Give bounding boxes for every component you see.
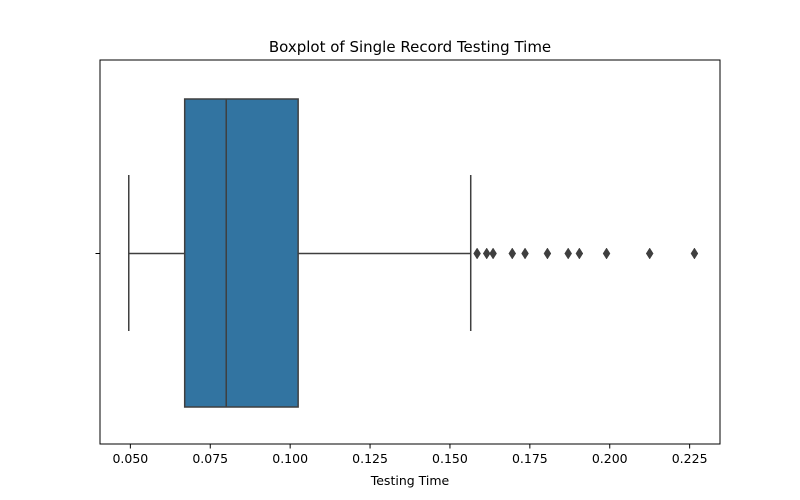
outlier-point [473, 247, 481, 260]
iqr-box [183, 98, 299, 408]
x-tick-label: 0.075 [192, 451, 228, 466]
x-tick-label: 0.200 [592, 451, 628, 466]
outlier-point [489, 247, 497, 260]
outlier-point [645, 247, 654, 260]
plot-area [128, 98, 699, 408]
outlier-point [543, 247, 552, 260]
chart-title: Boxplot of Single Record Testing Time [269, 38, 551, 56]
x-tick-label: 0.150 [432, 451, 468, 466]
outlier-point [602, 247, 611, 260]
outlier-point [521, 247, 529, 260]
outlier-point [690, 247, 699, 260]
x-tick-label: 0.225 [672, 451, 708, 466]
x-axis: 0.050 0.075 0.100 0.125 0.150 0.175 0.200 0.225 [112, 444, 708, 466]
outlier-point [508, 247, 517, 260]
x-axis-label: Testing Time [370, 473, 450, 488]
x-tick-label: 0.100 [272, 451, 308, 466]
outlier-point [575, 247, 584, 260]
x-tick-label: 0.175 [512, 451, 548, 466]
outlier-point [564, 247, 572, 260]
x-tick-label: 0.050 [112, 451, 148, 466]
outlier-point [482, 247, 491, 260]
x-tick-label: 0.125 [352, 451, 388, 466]
axes-frame [99, 59, 721, 445]
